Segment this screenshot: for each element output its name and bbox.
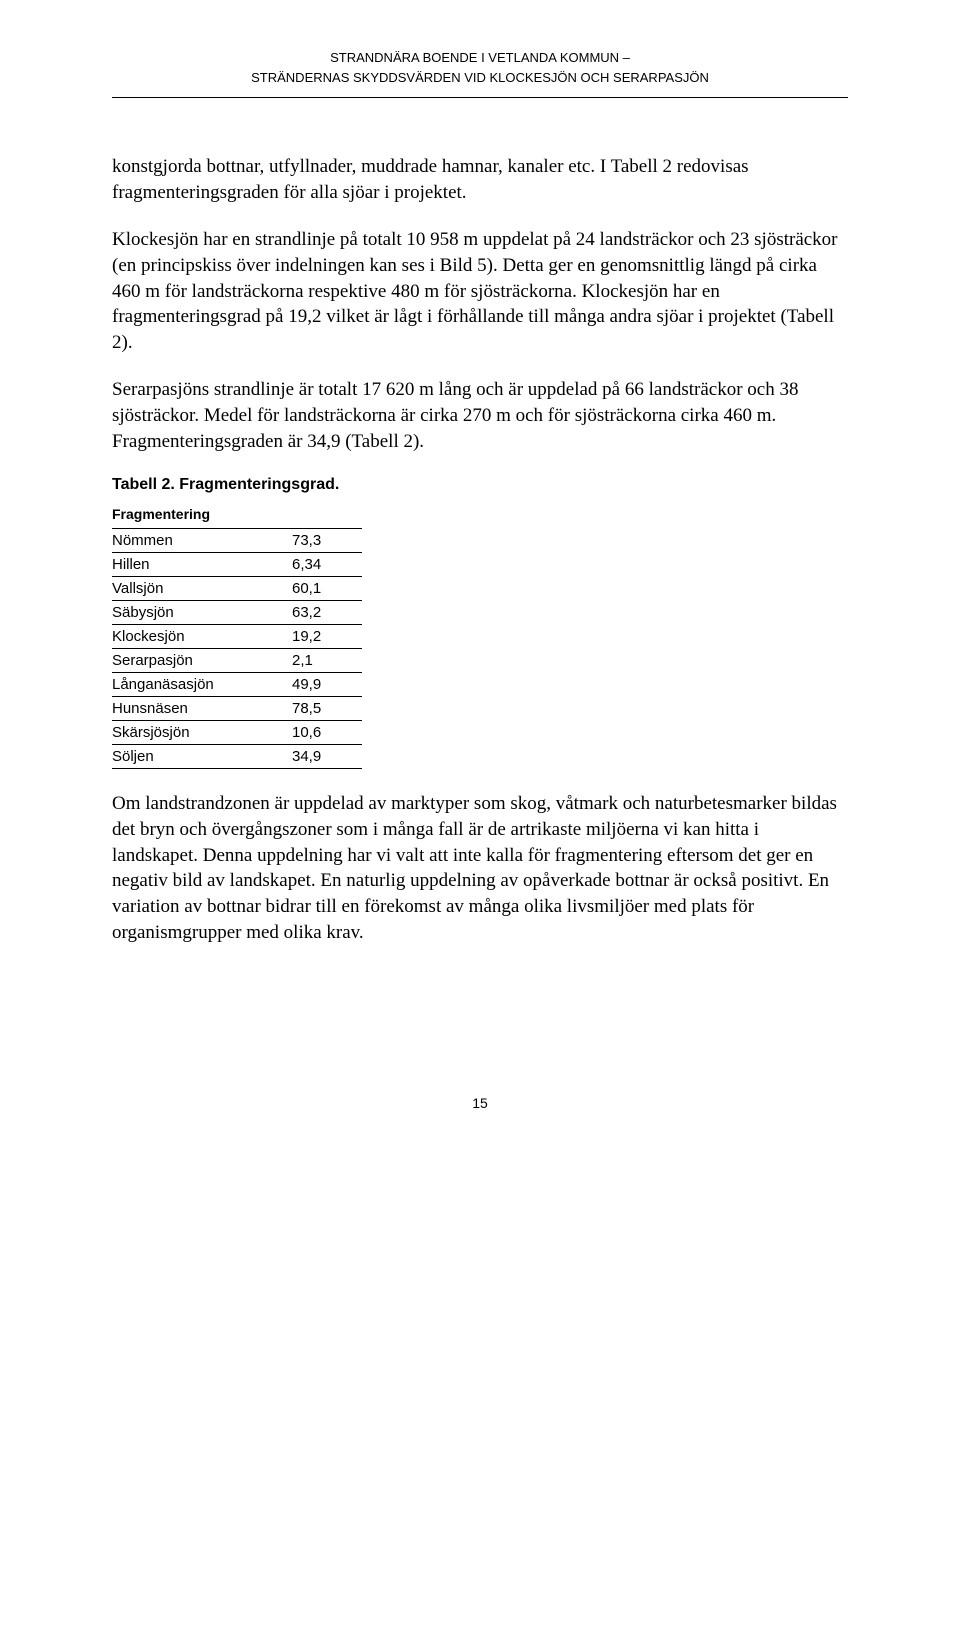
table-row: Nömmen73,3 [112, 529, 362, 553]
header-line-1: STRANDNÄRA BOENDE I VETLANDA KOMMUN – [112, 48, 848, 68]
paragraph-2: Klockesjön har en strandlinje på totalt … [112, 227, 848, 355]
lake-name: Vallsjön [112, 577, 292, 601]
lake-value: 73,3 [292, 529, 362, 553]
table-row: Hillen6,34 [112, 553, 362, 577]
table-subhead: Fragmentering [112, 506, 848, 522]
paragraph-1: konstgjorda bottnar, utfyllnader, muddra… [112, 154, 848, 205]
table-row: Hunsnäsen78,5 [112, 697, 362, 721]
lake-name: Hunsnäsen [112, 697, 292, 721]
lake-value: 49,9 [292, 673, 362, 697]
lake-name: Skärsjösjön [112, 721, 292, 745]
lake-value: 19,2 [292, 625, 362, 649]
table-caption: Tabell 2. Fragmenteringsgrad. [112, 476, 848, 494]
fragmentation-table: Nömmen73,3Hillen6,34Vallsjön60,1Säbysjön… [112, 528, 362, 769]
lake-value: 34,9 [292, 745, 362, 769]
table-row: Vallsjön60,1 [112, 577, 362, 601]
table-row: Söljen34,9 [112, 745, 362, 769]
lake-value: 2,1 [292, 649, 362, 673]
lake-name: Hillen [112, 553, 292, 577]
lake-name: Söljen [112, 745, 292, 769]
table-row: Säbysjön63,2 [112, 601, 362, 625]
lake-value: 60,1 [292, 577, 362, 601]
table-row: Serarpasjön2,1 [112, 649, 362, 673]
page-header: STRANDNÄRA BOENDE I VETLANDA KOMMUN – ST… [112, 48, 848, 87]
lake-value: 78,5 [292, 697, 362, 721]
lake-name: Serarpasjön [112, 649, 292, 673]
table-row: Långanäsasjön49,9 [112, 673, 362, 697]
paragraph-4: Om landstrandzonen är uppdelad av markty… [112, 791, 848, 945]
lake-value: 6,34 [292, 553, 362, 577]
header-line-2: STRÄNDERNAS SKYDDSVÄRDEN VID KLOCKESJÖN … [112, 68, 848, 88]
lake-value: 10,6 [292, 721, 362, 745]
lake-name: Klockesjön [112, 625, 292, 649]
lake-name: Säbysjön [112, 601, 292, 625]
lake-name: Långanäsasjön [112, 673, 292, 697]
lake-name: Nömmen [112, 529, 292, 553]
page-number: 15 [112, 1095, 848, 1151]
header-rule [112, 97, 848, 98]
paragraph-3: Serarpasjöns strandlinje är totalt 17 62… [112, 377, 848, 454]
table-row: Klockesjön19,2 [112, 625, 362, 649]
lake-value: 63,2 [292, 601, 362, 625]
table-row: Skärsjösjön10,6 [112, 721, 362, 745]
